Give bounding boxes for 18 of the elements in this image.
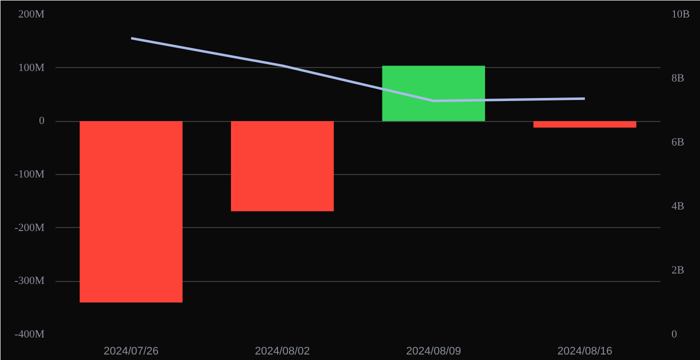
- y2-tick-label: 10B: [672, 8, 690, 20]
- y-tick-label: -300M: [14, 275, 45, 288]
- y2-tick-label: 0: [672, 328, 678, 340]
- x-tick-label: 2024/08/16: [557, 346, 612, 358]
- x-tick-label: 2024/08/02: [254, 346, 310, 358]
- y-tick-label: -200M: [14, 222, 45, 234]
- y-tick-label: -100M: [14, 168, 45, 180]
- y-tick-label: 100M: [18, 62, 45, 74]
- y2-tick-label: 4B: [672, 200, 684, 212]
- x-tick-label: 2024/07/26: [104, 346, 159, 358]
- x-tick-label: 2024/08/09: [406, 346, 462, 358]
- y-tick-label: -400M: [14, 328, 45, 340]
- y2-tick-label: 8B: [672, 72, 684, 84]
- y2-tick-label: 2B: [672, 264, 684, 276]
- y-tick-label: 0: [39, 115, 45, 128]
- y-tick-label: 200M: [18, 8, 45, 20]
- y2-tick-label: 6B: [672, 136, 684, 148]
- line-series: [130, 36, 586, 102]
